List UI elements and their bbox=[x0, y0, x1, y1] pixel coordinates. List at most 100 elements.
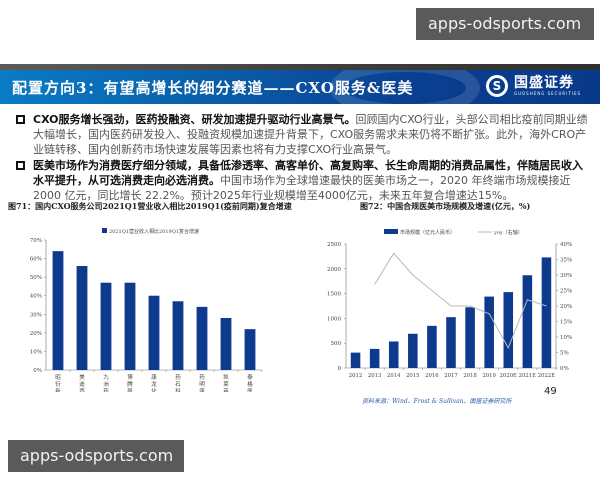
y-tick-label: 0% bbox=[33, 368, 42, 374]
header-decoration bbox=[330, 70, 480, 104]
x-tick-label: 龙 bbox=[151, 380, 157, 388]
x-tick-label: 莱 bbox=[223, 380, 229, 388]
bar bbox=[484, 296, 494, 368]
bar bbox=[100, 282, 112, 370]
y-right-tick-label: 35% bbox=[560, 258, 572, 264]
x-tick-label: 九 bbox=[103, 373, 109, 381]
logo-text: 国盛证券 GUOSHENG SECURITIES bbox=[514, 75, 581, 97]
page-number: 49 bbox=[544, 386, 557, 397]
x-tick-label: 2019 bbox=[482, 373, 496, 379]
bar bbox=[446, 317, 456, 368]
y-right-tick-label: 10% bbox=[560, 335, 572, 341]
y-tick-label: 30% bbox=[30, 312, 42, 318]
chart-72-canvas: 市场规模（亿元人民币） yoy（右轴） 0 500 1000 1500 2000 2500 0%… bbox=[327, 229, 572, 379]
bar bbox=[427, 325, 437, 368]
y-tick-label: 50% bbox=[30, 275, 42, 281]
bar bbox=[148, 295, 160, 370]
square-bullet-icon bbox=[16, 115, 25, 124]
y-tick-label: 20% bbox=[30, 331, 42, 337]
x-tick-label: 石 bbox=[175, 381, 181, 388]
bar bbox=[369, 348, 380, 368]
bullet-list: CXO服务增长强劲，医药投融资、研发加速提升驱动行业高景气。回顾国内CXO行业，… bbox=[16, 112, 591, 204]
bar bbox=[465, 307, 475, 368]
bar bbox=[503, 292, 514, 368]
x-tick-label: 英 bbox=[223, 387, 229, 392]
y-right-tick-label: 20% bbox=[560, 304, 572, 310]
bar bbox=[541, 257, 552, 368]
slide-header: 配置方向3：有望高增长的细分赛道——CXO服务&医美 S 国盛证券 GUOSHE… bbox=[0, 70, 600, 104]
bar bbox=[220, 318, 232, 370]
y-left-tick-label: 500 bbox=[331, 341, 342, 347]
watermark-bottom: apps-odsports.com bbox=[8, 440, 184, 472]
y-tick-label: 10% bbox=[30, 349, 42, 355]
x-tick-label: 康 bbox=[151, 373, 157, 381]
chart-71-canvas: 2021Q1营业收入相比2019Q1复合增速 0% 10% 20% 30% 40% 50% 6… bbox=[30, 228, 263, 402]
x-tick-label: 2014 bbox=[387, 373, 401, 379]
x-tick-label: 2022E bbox=[538, 373, 555, 379]
y-tick-label: 70% bbox=[30, 238, 42, 244]
watermark-top: apps-odsports.com bbox=[416, 8, 594, 40]
y-right-tick-label: 15% bbox=[560, 320, 572, 326]
x-tick-label: 美 bbox=[79, 373, 85, 381]
x-tick-label: 2016 bbox=[425, 373, 439, 379]
y-right-tick-label: 40% bbox=[560, 242, 572, 248]
legend-swatch bbox=[102, 228, 107, 233]
x-tick-label: 洲 bbox=[103, 382, 109, 388]
x-tick-label: 2021E bbox=[519, 373, 536, 379]
yoy-line bbox=[374, 252, 547, 350]
x-tick-label: 化 bbox=[151, 387, 157, 392]
logo-english-name: GUOSHENG SECURITIES bbox=[514, 91, 582, 96]
bar bbox=[196, 306, 208, 370]
bar bbox=[522, 275, 533, 368]
figure-72-title: 图72：中国合规医美市场规模及增速(亿元，%) bbox=[360, 201, 531, 211]
slide-title: 配置方向3：有望高增长的细分赛道——CXO服务&医美 bbox=[12, 79, 414, 97]
x-tick-label: 新 bbox=[55, 387, 61, 392]
legend-label: 2021Q1营业收入相比2019Q1复合增速 bbox=[109, 228, 199, 235]
bar bbox=[244, 329, 256, 370]
logo-mark-icon: S bbox=[486, 75, 508, 97]
x-tick-label: 明 bbox=[199, 381, 205, 388]
figure-71-title: 图71：国内CXO服务公司2021Q1营业收入相比2019Q1(疫前同期)复合增… bbox=[8, 201, 292, 211]
bar bbox=[52, 251, 64, 370]
bar bbox=[408, 333, 418, 368]
x-tick-label: 迪 bbox=[79, 380, 85, 388]
x-tick-label: 泰 bbox=[247, 373, 253, 381]
y-left-tick-label: 1000 bbox=[327, 316, 341, 322]
y-right-tick-label: 0% bbox=[560, 366, 569, 372]
x-tick-label: 药 bbox=[175, 373, 181, 381]
bullet-item-aesthetics: 医美市场作为消费医疗细分领域，具备低渗透率、高客单价、高复购率、长生命周期的消费… bbox=[16, 158, 591, 203]
square-bullet-icon bbox=[16, 161, 25, 170]
y-tick-label: 60% bbox=[30, 257, 42, 263]
x-tick-label: 昭 bbox=[55, 374, 61, 381]
x-tick-label: 凯 bbox=[223, 373, 229, 381]
x-tick-label: 西 bbox=[79, 388, 85, 392]
bullet-text: 医美市场作为消费医疗细分领域，具备低渗透率、高客单价、高复购率、长生命周期的消费… bbox=[33, 158, 591, 203]
x-tick-label: 2017 bbox=[444, 373, 457, 379]
x-tick-label: 医 bbox=[247, 388, 253, 392]
legend-label: yoy（右轴） bbox=[493, 229, 523, 236]
x-tick-label: 2013 bbox=[368, 373, 381, 379]
bar bbox=[172, 301, 184, 370]
slide-top-strip bbox=[0, 64, 600, 70]
bullet-body: 中国市场作为全球增速最快的医美市场之一，2020 年终端市场规模接近 2000 … bbox=[33, 174, 571, 202]
y-tick-label: 40% bbox=[30, 294, 42, 300]
x-tick-label: 康 bbox=[199, 387, 205, 392]
bar bbox=[388, 341, 399, 368]
legend-label: 市场规模（亿元人民币） bbox=[400, 229, 455, 236]
x-tick-label: 药 bbox=[103, 387, 109, 392]
y-left-tick-label: 1500 bbox=[327, 292, 341, 298]
y-left-tick-label: 0 bbox=[338, 366, 342, 372]
bullet-lead: 医美市场作为消费医疗细分领域，具备低渗透率、高客单价、高复购率、长生命周期的消费… bbox=[33, 159, 583, 187]
x-tick-label: 格 bbox=[247, 380, 253, 388]
x-tick-label: 2015 bbox=[406, 373, 419, 379]
y-right-tick-label: 25% bbox=[560, 289, 572, 295]
x-tick-label: 药 bbox=[199, 373, 205, 381]
y-left-tick-label: 2000 bbox=[327, 267, 341, 273]
y-right-tick-label: 5% bbox=[560, 351, 569, 357]
aesthetics-market-chart: 市场规模（亿元人民币） yoy（右轴） 0 500 1000 1500 2000 2500 0%… bbox=[312, 222, 592, 392]
cxo-growth-bar-chart: 2021Q1营业收入相比2019Q1复合增速 0% 10% 20% 30% 40% 50% 6… bbox=[22, 222, 282, 402]
x-tick-label: 股 bbox=[127, 388, 133, 392]
bar bbox=[124, 282, 136, 370]
bar bbox=[76, 266, 88, 370]
legend-swatch-bar bbox=[384, 229, 398, 234]
